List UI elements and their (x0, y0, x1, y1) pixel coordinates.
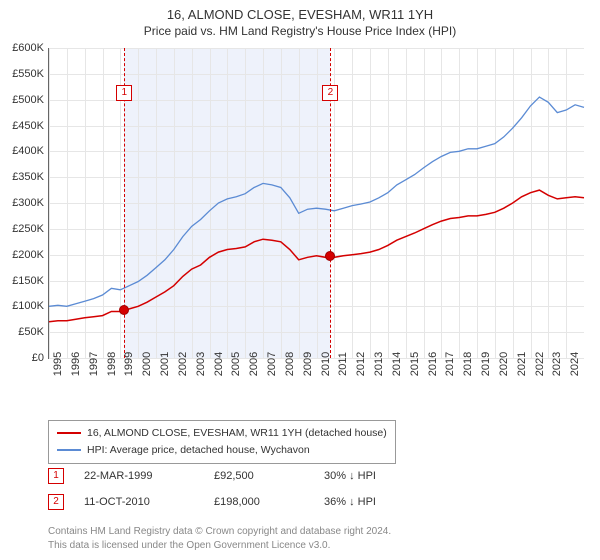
marker-box-2: 2 (322, 85, 338, 101)
x-tick-label: 2008 (284, 352, 296, 376)
legend-label: 16, ALMOND CLOSE, EVESHAM, WR11 1YH (det… (87, 427, 387, 439)
x-tick-label: 2004 (213, 352, 225, 376)
series-hpi (49, 97, 584, 306)
x-tick-label: 2007 (266, 352, 278, 376)
transaction-delta: 30% ↓ HPI (324, 470, 376, 482)
legend: 16, ALMOND CLOSE, EVESHAM, WR11 1YH (det… (48, 420, 396, 464)
x-tick-label: 2012 (355, 352, 367, 376)
footer-line-1: Contains HM Land Registry data © Crown c… (48, 525, 391, 539)
chart-subtitle: Price paid vs. HM Land Registry's House … (0, 24, 600, 42)
x-tick-label: 2002 (177, 352, 189, 376)
x-tick-label: 1999 (123, 352, 135, 376)
marker-box-1: 1 (116, 85, 132, 101)
plot-area: 12 (48, 48, 584, 359)
x-tick-label: 2022 (534, 352, 546, 376)
footer-attribution: Contains HM Land Registry data © Crown c… (48, 525, 391, 553)
y-tick-label: £0 (4, 352, 44, 364)
x-tick-label: 2013 (373, 352, 385, 376)
chart-container: 16, ALMOND CLOSE, EVESHAM, WR11 1YH Pric… (0, 0, 600, 560)
transaction-delta: 36% ↓ HPI (324, 496, 376, 508)
x-tick-label: 2010 (320, 352, 332, 376)
x-tick-label: 2016 (427, 352, 439, 376)
x-tick-label: 2021 (516, 352, 528, 376)
x-tick-label: 2006 (248, 352, 260, 376)
footer-line-2: This data is licensed under the Open Gov… (48, 539, 391, 553)
y-tick-label: £250K (4, 223, 44, 235)
x-tick-label: 1997 (88, 352, 100, 376)
y-tick-label: £600K (4, 42, 44, 54)
y-tick-label: £200K (4, 249, 44, 261)
x-tick-label: 2005 (230, 352, 242, 376)
x-tick-label: 2014 (391, 352, 403, 376)
legend-label: HPI: Average price, detached house, Wych… (87, 444, 310, 456)
x-tick-label: 2020 (498, 352, 510, 376)
legend-swatch (57, 449, 81, 451)
y-tick-label: £400K (4, 145, 44, 157)
y-tick-label: £50K (4, 326, 44, 338)
chart-title: 16, ALMOND CLOSE, EVESHAM, WR11 1YH (0, 0, 600, 24)
x-tick-label: 1996 (70, 352, 82, 376)
y-tick-label: £300K (4, 197, 44, 209)
transaction-date: 22-MAR-1999 (84, 470, 214, 482)
x-tick-label: 2001 (159, 352, 171, 376)
transaction-price: £92,500 (214, 470, 324, 482)
y-tick-label: £450K (4, 120, 44, 132)
x-tick-label: 2003 (195, 352, 207, 376)
series-price_paid (49, 190, 584, 322)
transaction-row-2: 2 11-OCT-2010£198,00036% ↓ HPI (48, 494, 376, 510)
x-tick-label: 2017 (444, 352, 456, 376)
x-tick-label: 2018 (462, 352, 474, 376)
x-tick-label: 2023 (551, 352, 563, 376)
x-tick-label: 2011 (337, 352, 349, 376)
transaction-row-1: 1 22-MAR-1999£92,50030% ↓ HPI (48, 468, 376, 484)
x-tick-label: 2009 (302, 352, 314, 376)
marker-dot-1 (119, 305, 129, 315)
x-tick-label: 2024 (569, 352, 581, 376)
y-tick-label: £550K (4, 68, 44, 80)
y-tick-label: £100K (4, 300, 44, 312)
marker-dot-2 (325, 251, 335, 261)
transaction-marker-1: 1 (48, 468, 64, 484)
y-tick-label: £150K (4, 275, 44, 287)
y-tick-label: £350K (4, 171, 44, 183)
transaction-price: £198,000 (214, 496, 324, 508)
x-tick-label: 2019 (480, 352, 492, 376)
x-tick-label: 1995 (52, 352, 64, 376)
legend-item-price_paid: 16, ALMOND CLOSE, EVESHAM, WR11 1YH (det… (57, 425, 387, 442)
transaction-date: 11-OCT-2010 (84, 496, 214, 508)
y-tick-label: £500K (4, 94, 44, 106)
x-tick-label: 1998 (106, 352, 118, 376)
x-tick-label: 2015 (409, 352, 421, 376)
legend-swatch (57, 432, 81, 434)
transaction-marker-2: 2 (48, 494, 64, 510)
x-tick-label: 2000 (141, 352, 153, 376)
legend-item-hpi: HPI: Average price, detached house, Wych… (57, 442, 387, 459)
